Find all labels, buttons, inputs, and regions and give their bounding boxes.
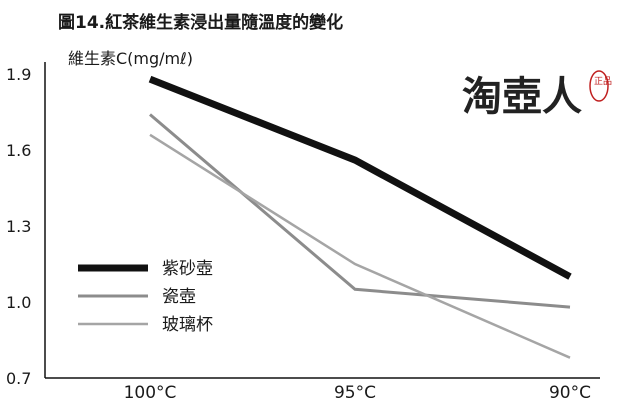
y-tick-label: 1.0	[6, 293, 31, 312]
chart-title: 圖14.紅茶維生素浸出量隨溫度的變化	[58, 12, 343, 33]
series-line-2	[149, 113, 571, 309]
watermark-logo: 淘壺人 正品	[462, 70, 612, 120]
series-line-3	[149, 133, 571, 359]
y-axis-label: 維生素C(mg/mℓ)	[68, 49, 193, 68]
y-tick-label: 0.7	[6, 369, 31, 388]
watermark-stamp-text: 正品	[594, 76, 612, 87]
y-tick-label: 1.3	[6, 217, 31, 236]
x-tick-label: 100°C	[124, 383, 177, 403]
legend-label: 紫砂壺	[162, 259, 213, 279]
y-ticks: 1.9 1.6 1.3 1.0 0.7	[6, 65, 31, 388]
watermark-text: 淘壺人	[462, 74, 582, 120]
legend-label: 玻璃杯	[162, 315, 213, 335]
x-tick-label: 95°C	[334, 383, 376, 403]
x-ticks: 100°C 95°C 90°C	[124, 383, 591, 403]
y-tick-label: 1.9	[6, 65, 31, 84]
series-lines	[148, 75, 572, 359]
watermark-stamp: 正品	[589, 70, 612, 102]
series-line-1	[148, 75, 572, 280]
y-tick-label: 1.6	[6, 141, 31, 160]
legend-label: 瓷壺	[162, 287, 196, 307]
x-tick-label: 90°C	[549, 383, 591, 403]
